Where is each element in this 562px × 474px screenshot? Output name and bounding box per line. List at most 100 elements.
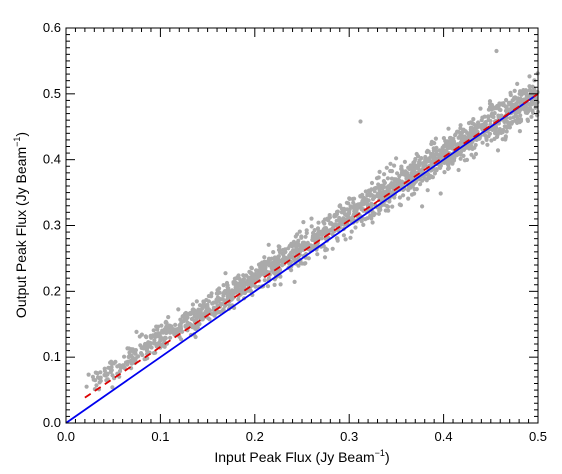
scatter-point bbox=[508, 116, 513, 121]
x-tick-label: 0.0 bbox=[57, 429, 75, 444]
scatter-point bbox=[517, 129, 523, 134]
y-tick-labels: 0.0 0.1 0.2 0.3 0.4 0.5 0.6 bbox=[43, 20, 61, 430]
scatter-point bbox=[369, 216, 374, 221]
x-tick-label: 0.3 bbox=[340, 429, 358, 444]
scatter-point bbox=[468, 133, 473, 138]
scatter-point bbox=[497, 127, 502, 132]
scatter-point bbox=[298, 260, 303, 265]
scatter-point bbox=[168, 335, 173, 340]
scatter-point bbox=[322, 255, 328, 260]
scatter-point bbox=[418, 182, 423, 187]
scatter-point bbox=[214, 311, 219, 316]
scatter-point bbox=[376, 175, 381, 180]
y-tick-label: 0.0 bbox=[43, 415, 61, 430]
scatter-point bbox=[530, 108, 535, 113]
scatter-point bbox=[233, 290, 238, 295]
scatter-point bbox=[312, 228, 317, 233]
scatter-point bbox=[200, 305, 205, 310]
scatter-point bbox=[288, 261, 293, 266]
scatter-point bbox=[264, 269, 269, 274]
y-axis-label-close: ) bbox=[13, 132, 29, 137]
scatter-point bbox=[163, 336, 168, 341]
scatter-point bbox=[392, 163, 397, 168]
scatter-point bbox=[84, 384, 89, 389]
scatter-point bbox=[223, 271, 228, 276]
scatter-point bbox=[338, 220, 343, 226]
scatter-point bbox=[225, 285, 230, 290]
scatter-point bbox=[348, 204, 354, 209]
scatter-point bbox=[521, 88, 526, 93]
scatter-point bbox=[525, 118, 531, 123]
scatter-point bbox=[262, 278, 267, 283]
scatter-point bbox=[188, 310, 193, 316]
scatter-point bbox=[420, 204, 425, 209]
scatter-point bbox=[205, 305, 210, 310]
scatter-point bbox=[484, 137, 489, 142]
scatter-point bbox=[407, 174, 412, 179]
scatter-point bbox=[144, 335, 149, 340]
scatter-point bbox=[154, 324, 159, 329]
scatter-point bbox=[352, 196, 357, 201]
scatter-point bbox=[423, 154, 428, 160]
scatter-point bbox=[93, 370, 98, 375]
scatter-point bbox=[160, 328, 165, 333]
scatter-point bbox=[113, 359, 118, 364]
scatter-point bbox=[252, 275, 257, 280]
scatter-point bbox=[504, 129, 509, 134]
scatter-point bbox=[416, 154, 421, 159]
scatter-point bbox=[309, 216, 314, 221]
y-tick-label: 0.5 bbox=[43, 86, 61, 101]
scatter-point bbox=[173, 322, 178, 327]
scatter-point bbox=[332, 212, 337, 218]
scatter-point bbox=[187, 321, 192, 326]
scatter-point bbox=[241, 273, 246, 278]
y-tick-label: 0.1 bbox=[43, 349, 61, 364]
scatter-point bbox=[421, 164, 426, 169]
scatter-point bbox=[486, 114, 491, 119]
scatter-point bbox=[98, 378, 103, 383]
scatter-point bbox=[408, 184, 414, 189]
scatter-point bbox=[517, 98, 522, 103]
scatter-point bbox=[341, 233, 346, 238]
scatter-point bbox=[517, 109, 522, 114]
scatter-point bbox=[221, 283, 226, 288]
scatter-point bbox=[493, 128, 498, 133]
scatter-point bbox=[347, 210, 352, 215]
scatter-point bbox=[178, 328, 183, 333]
scatter-point bbox=[504, 125, 509, 130]
scatter-point bbox=[295, 250, 300, 255]
scatter-point bbox=[110, 385, 115, 390]
scatter-point bbox=[291, 242, 296, 247]
scatter-point bbox=[456, 167, 461, 173]
scatter-point bbox=[151, 328, 156, 333]
scatter-point bbox=[527, 84, 532, 89]
scatter-point bbox=[478, 106, 483, 111]
scatter-point bbox=[406, 196, 411, 201]
scatter-point bbox=[209, 294, 214, 299]
x-axis-label-text: Input Peak Flux (Jy Beam bbox=[214, 449, 374, 465]
scatter-point bbox=[438, 165, 443, 170]
scatter-point bbox=[125, 362, 130, 367]
scatter-point bbox=[392, 178, 397, 183]
scatter-point bbox=[502, 119, 507, 125]
scatter-point bbox=[378, 207, 383, 212]
scatter-point bbox=[426, 149, 431, 154]
scatter-point bbox=[496, 104, 501, 109]
scatter-point bbox=[489, 138, 494, 143]
scatter-point bbox=[257, 271, 262, 276]
scatter-point bbox=[346, 201, 351, 206]
scatter-point bbox=[304, 228, 309, 233]
scatter-point bbox=[297, 229, 302, 234]
scatter-point bbox=[460, 138, 466, 143]
scatter-point-outlier bbox=[358, 119, 363, 124]
scatter-point bbox=[359, 207, 364, 212]
scatter-point bbox=[166, 315, 171, 320]
scatter-point bbox=[176, 307, 181, 312]
scatter-point bbox=[217, 290, 222, 295]
scatter-point bbox=[495, 148, 501, 153]
scatter-point bbox=[378, 184, 383, 189]
scatter-point bbox=[309, 224, 314, 229]
scatter-point bbox=[352, 209, 357, 214]
scatter-point bbox=[138, 343, 143, 348]
